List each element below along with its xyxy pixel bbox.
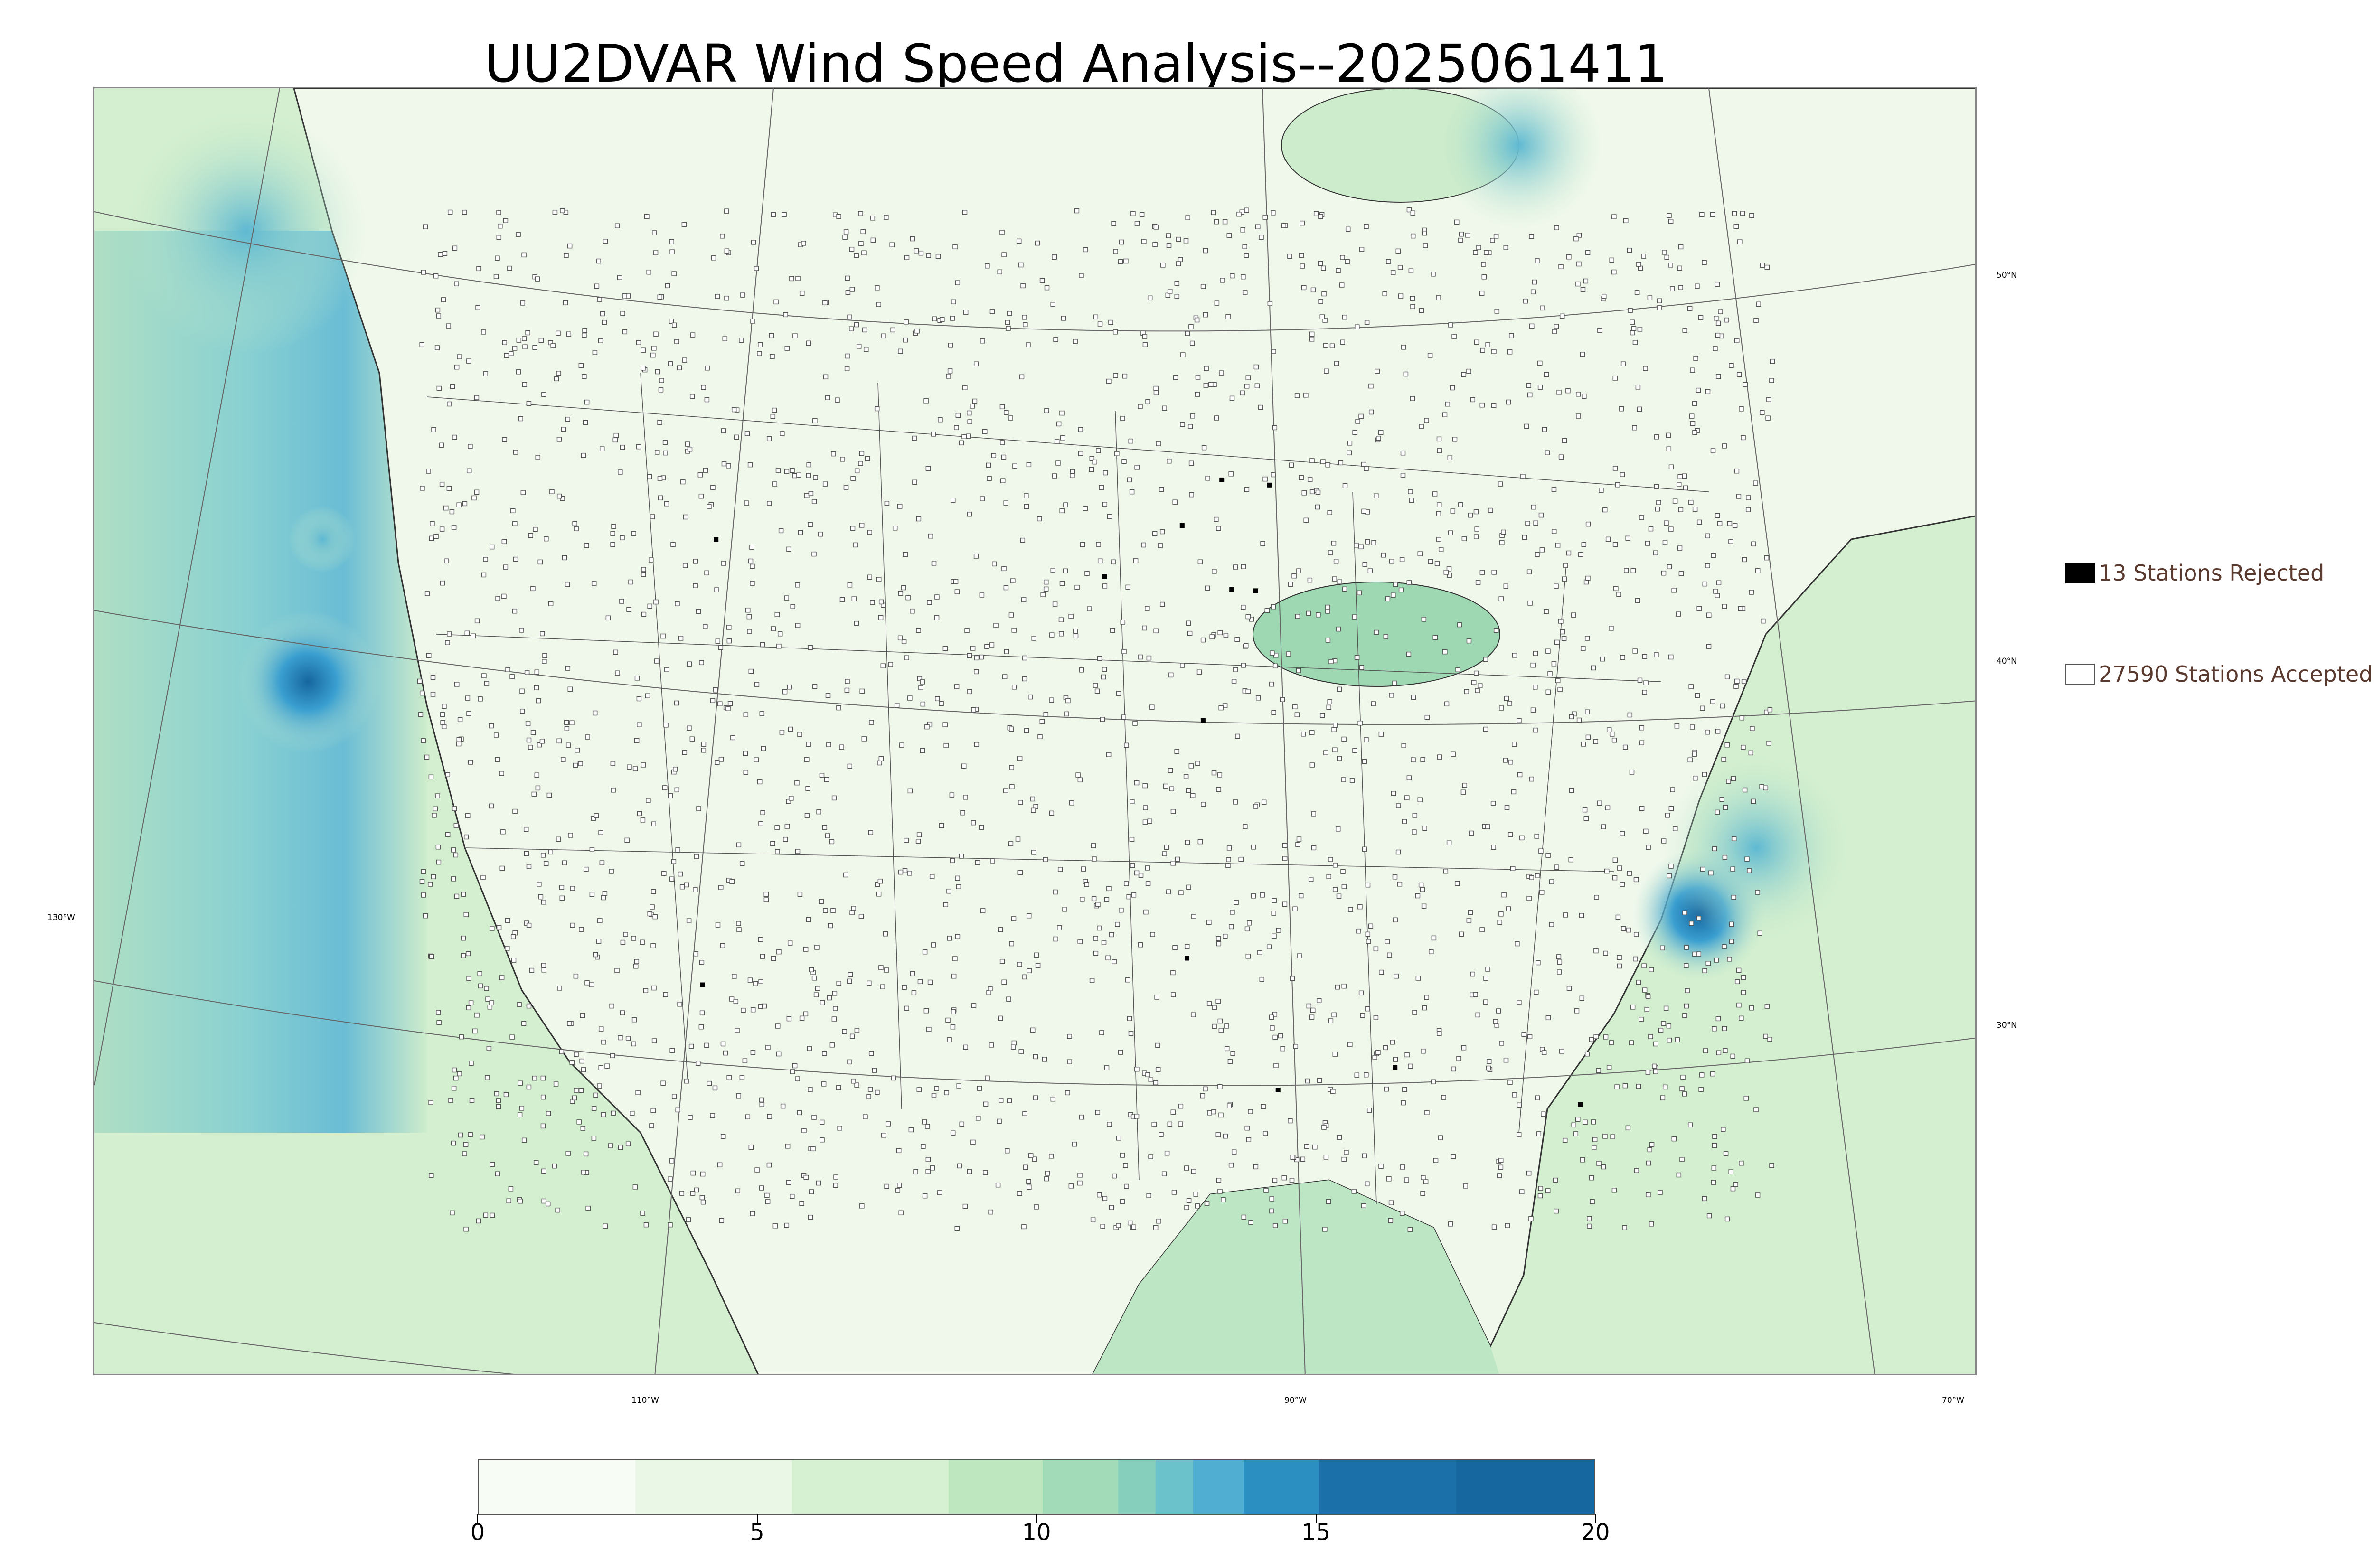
legend-rejected-label: 13 Stations Rejected [2099,560,2325,586]
legend-rejected: 13 Stations Rejected [2065,560,2324,586]
lat-tick-30: 30°N [1997,1021,2017,1030]
colorbar-tick-label: 10 [1022,1519,1051,1546]
map-canvas [94,88,1975,1374]
colorbar [478,1459,1595,1515]
pacific-wind-max [237,610,379,753]
colorbar-tick-mark [1595,1514,1596,1523]
colorbar-tick-label: 5 [750,1519,764,1546]
colorbar-segment [635,1460,792,1514]
lon-tick-90w: 90°W [1284,1396,1307,1405]
lon-tick-110w: 110°W [631,1396,659,1405]
lat-tick-40: 40°N [1997,657,2017,666]
colorbar-tick-mark [756,1514,758,1523]
colorbar-segment [1043,1460,1118,1514]
station-markers [417,207,1775,1232]
colorbar-segment [1155,1460,1193,1514]
gulf-of-mexico [1093,1180,1499,1374]
colorbar-segment [792,1460,949,1514]
wind-speed-map [93,87,1977,1375]
state-borders [426,373,1709,1204]
colorbar-segment [1243,1460,1319,1514]
colorbar-segment [1456,1460,1594,1514]
colorbar-segment [1118,1460,1156,1514]
lon-tick-130w: 130°W [47,913,75,922]
accepted-swatch [2065,664,2095,685]
legend-accepted-label: 27590 Stations Accepted [2099,661,2373,687]
lat-tick-50: 50°N [1997,271,2017,280]
page-title: UU2DVAR Wind Speed Analysis--2025061411 [484,33,1668,94]
colorbar-tick-mark [477,1514,478,1523]
legend-accepted: 27590 Stations Accepted [2065,661,2373,687]
rejected-swatch [2065,563,2095,583]
colorbar-tick-mark [1036,1514,1037,1523]
colorbar-segment [1319,1460,1457,1514]
colorbar-segment [479,1460,636,1514]
colorbar-segment [949,1460,1043,1514]
colorbar-segment [1193,1460,1244,1514]
colorbar-tick-label: 15 [1301,1519,1331,1546]
colorbar-tick-mark [1315,1514,1317,1523]
lon-tick-70w: 70°W [1942,1396,1964,1405]
colorbar-tick-label: 20 [1581,1519,1610,1546]
colorbar-tick-label: 0 [470,1519,485,1546]
